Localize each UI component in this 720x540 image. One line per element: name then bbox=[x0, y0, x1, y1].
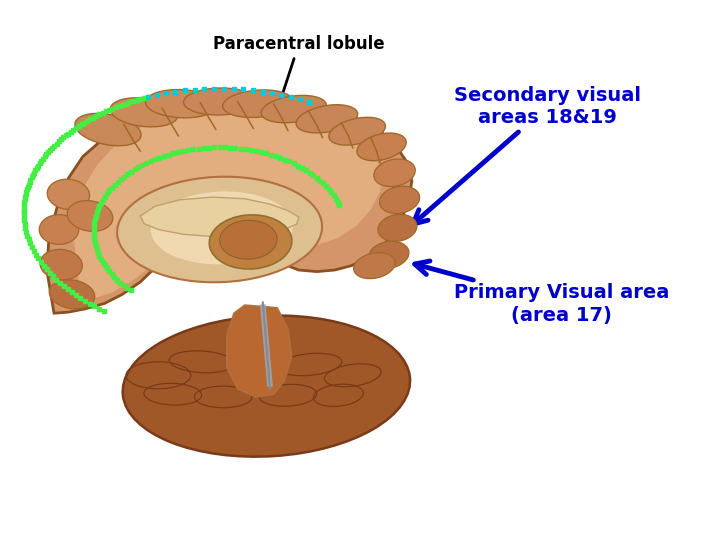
Ellipse shape bbox=[150, 191, 294, 265]
Ellipse shape bbox=[329, 117, 385, 145]
Ellipse shape bbox=[369, 241, 409, 268]
Ellipse shape bbox=[220, 220, 277, 259]
Text: Primary Visual area
(area 17): Primary Visual area (area 17) bbox=[415, 261, 670, 325]
Ellipse shape bbox=[75, 113, 141, 146]
Ellipse shape bbox=[296, 105, 358, 133]
Ellipse shape bbox=[39, 214, 79, 245]
Ellipse shape bbox=[117, 177, 322, 282]
Ellipse shape bbox=[40, 249, 82, 280]
Ellipse shape bbox=[210, 215, 292, 269]
Ellipse shape bbox=[379, 186, 420, 213]
Ellipse shape bbox=[222, 90, 293, 118]
Ellipse shape bbox=[49, 280, 95, 309]
Ellipse shape bbox=[110, 98, 178, 127]
Text: Secondary visual
areas 18&19: Secondary visual areas 18&19 bbox=[413, 86, 641, 224]
Ellipse shape bbox=[145, 90, 217, 118]
Ellipse shape bbox=[67, 201, 113, 231]
Text: Paracentral lobule: Paracentral lobule bbox=[213, 35, 384, 127]
Ellipse shape bbox=[357, 133, 406, 161]
Polygon shape bbox=[227, 305, 292, 397]
Ellipse shape bbox=[374, 159, 415, 186]
Ellipse shape bbox=[261, 96, 326, 123]
Ellipse shape bbox=[354, 253, 395, 279]
Polygon shape bbox=[47, 98, 412, 313]
Ellipse shape bbox=[378, 214, 417, 241]
Ellipse shape bbox=[48, 179, 89, 210]
Ellipse shape bbox=[122, 315, 410, 457]
Ellipse shape bbox=[184, 88, 256, 115]
Polygon shape bbox=[140, 197, 299, 237]
Polygon shape bbox=[72, 108, 382, 301]
Polygon shape bbox=[261, 305, 272, 386]
